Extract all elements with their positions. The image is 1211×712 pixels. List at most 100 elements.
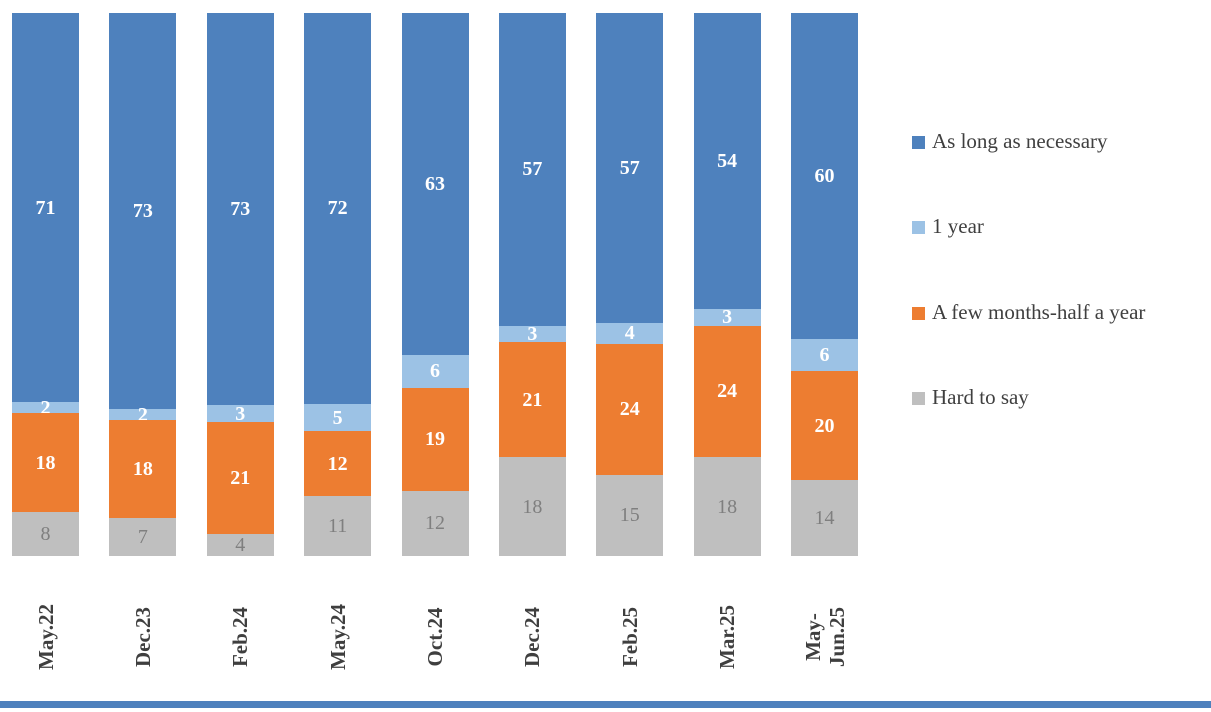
segment-value-label: 19 [425,428,445,451]
x-axis-label: Dec.23 [109,562,176,712]
x-axis-label: May.22 [12,562,79,712]
bars: 71 2 18 8 73 2 18 7 73 3 21 4 72 5 12 11 63 6 19 12 57 3 21 18 5… [12,13,858,556]
bar-segment: 73 [206,13,274,406]
bar-segment: 4 [206,534,274,557]
bar-segment: 6 [401,355,469,388]
bar-segment: 7 [109,517,177,556]
segment-value-label: 6 [430,360,440,383]
segment-value-label: 3 [722,306,733,329]
x-axis-label-text: May.22 [33,604,58,670]
bar-segment: 12 [401,490,469,556]
x-axis-label: Dec.24 [499,562,566,712]
segment-value-label: 18 [522,495,543,518]
segment-value-label: 4 [235,534,246,557]
bar-column: 57 4 24 15 [596,13,664,556]
bar-column: 63 6 19 12 [401,13,469,556]
segment-value-label: 4 [624,322,635,345]
segment-value-label: 20 [814,414,835,437]
bar-segment: 21 [498,342,566,458]
segment-value-label: 73 [230,198,251,221]
bar-segment: 21 [206,421,274,535]
segment-value-label: 72 [327,197,348,220]
bar-segment: 2 [109,405,177,425]
x-axis-label: May.24 [304,562,371,712]
bar-segment: 19 [401,387,469,491]
x-axis-label: Oct.24 [402,562,469,712]
legend-swatch [912,306,925,320]
segment-value-label: 2 [137,403,148,426]
legend-item: As long as necessary [912,128,1208,155]
segment-value-label: 2 [40,396,51,419]
x-axis-label-text: Dec.24 [520,606,545,668]
segment-value-label: 57 [522,158,543,181]
x-axis-label-text: Feb.24 [228,606,253,668]
bar-segment: 24 [596,344,664,475]
x-axis-label-text: Oct.24 [422,607,447,667]
segment-value-label: 24 [619,398,640,421]
bar-segment: 15 [596,474,664,556]
bar-column: 73 3 21 4 [206,13,274,557]
segment-value-label: 57 [619,156,640,179]
bar-segment: 14 [791,479,858,556]
x-axis-label: Mar.25 [694,562,761,712]
legend-label: 1 year [932,214,984,239]
bar-segment: 18 [109,420,177,518]
segment-value-label: 21 [522,388,543,411]
legend-item: Hard to say [912,384,1208,411]
segment-value-label: 54 [717,150,738,173]
bar-segment: 12 [304,431,372,497]
x-axis-label-text: Dec.23 [130,606,155,668]
x-axis-label-text: Mar.25 [715,605,740,669]
bar-segment: 18 [12,413,79,513]
segment-value-label: 3 [527,322,538,345]
segment-value-label: 24 [717,380,738,403]
bar-segment: 3 [498,322,566,345]
bar-segment: 5 [304,403,372,432]
bar-segment: 54 [693,13,761,310]
legend-label: As long as necessary [932,129,1108,153]
segment-value-label: 14 [814,506,835,529]
bar-column: 72 5 12 11 [304,13,372,556]
segment-value-label: 60 [814,164,835,187]
segment-value-label: 12 [425,512,445,535]
stacked-bar-chart: 71 2 18 8 73 2 18 7 73 3 21 4 72 5 12 11 63 6 19 12 57 3 21 18 5… [12,13,858,712]
x-axis-label-text: May.24 [325,604,350,670]
x-axis: May.22 Dec.23 Feb.24 May.24 Oct.24 Dec.24 Feb.… [12,562,858,712]
bar-segment: 57 [498,13,566,326]
segment-value-label: 71 [35,196,56,219]
bottom-accent-bar [0,701,1211,708]
bar-column: 57 3 21 18 [498,13,566,556]
bar-segment: 72 [304,13,372,404]
segment-value-label: 73 [132,200,153,223]
x-axis-label-text: Feb.25 [617,606,642,668]
legend-swatch [912,136,925,149]
segment-value-label: 21 [230,467,251,490]
segment-value-label: 12 [327,452,348,475]
segment-value-label: 18 [35,451,56,474]
bar-segment: 11 [304,496,372,556]
x-axis-label-text: May- Jun.25 [800,606,849,668]
segment-value-label: 18 [717,495,738,518]
segment-value-label: 63 [425,173,445,196]
segment-value-label: 6 [819,344,830,367]
bar-column: 60 6 20 14 [791,13,858,556]
segment-value-label: 15 [619,504,640,527]
legend-item: 1 year [912,213,1208,240]
bar-column: 71 2 18 8 [12,13,79,556]
segment-value-label: 18 [132,458,153,481]
x-axis-label: Feb.25 [596,562,663,712]
bar-segment: 71 [12,13,79,403]
segment-value-label: 5 [332,406,343,429]
bar-column: 54 3 24 18 [693,13,761,556]
x-axis-label: May- Jun.25 [791,562,858,712]
segment-value-label: 7 [137,525,148,548]
bar-column: 73 2 18 7 [109,13,177,556]
bar-segment: 73 [109,13,177,410]
bar-segment: 4 [596,322,664,345]
bar-segment: 63 [401,13,469,356]
bar-segment: 18 [498,457,566,556]
bar-segment: 3 [693,306,761,329]
bar-segment: 57 [596,13,664,323]
segment-value-label: 11 [327,515,348,538]
bar-segment: 3 [206,404,274,424]
